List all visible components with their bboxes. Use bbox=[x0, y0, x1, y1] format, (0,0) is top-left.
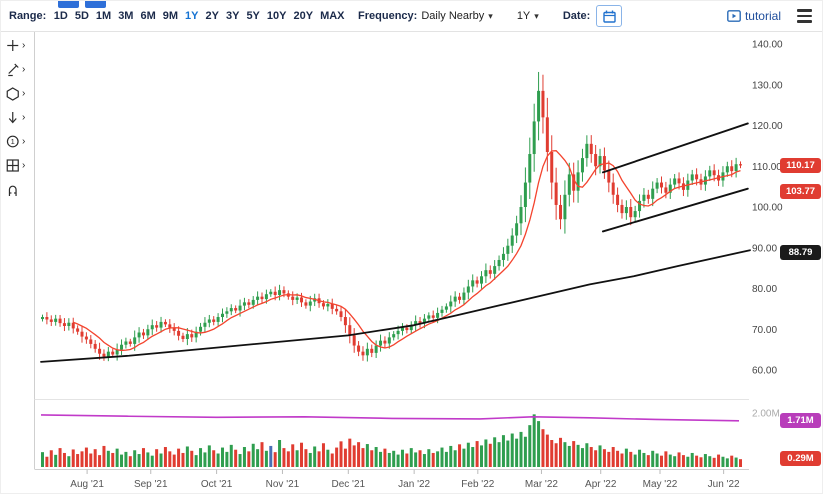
drawing-tools-rail: › › › › 1 › › bbox=[1, 39, 38, 197]
price-tick-label: 120.00 bbox=[752, 121, 783, 132]
magnet-icon bbox=[8, 185, 17, 196]
range-button-2y[interactable]: 2Y bbox=[205, 10, 219, 22]
grid-icon bbox=[6, 159, 19, 172]
range-button-1d[interactable]: 1D bbox=[53, 10, 68, 22]
price-tick-label: 60.00 bbox=[752, 366, 777, 377]
range-button-9m[interactable]: 9M bbox=[162, 10, 179, 22]
volume-ma-value-badge: 1.71M bbox=[780, 412, 821, 428]
draw-icon bbox=[8, 63, 19, 77]
chevron-down-icon[interactable]: ▾ bbox=[488, 10, 493, 21]
tutorial-icon bbox=[727, 10, 741, 22]
month-label: Jan '22 bbox=[398, 479, 430, 490]
menu-button[interactable] bbox=[797, 9, 812, 23]
month-label: Dec '21 bbox=[332, 479, 366, 490]
date-label: Date: bbox=[562, 10, 591, 22]
tutorial-button[interactable]: tutorial bbox=[727, 9, 781, 23]
hamburger-icon bbox=[797, 9, 812, 12]
calendar-button[interactable] bbox=[596, 5, 623, 27]
price-tick-label: 110.00 bbox=[752, 162, 782, 173]
crosshair-tool[interactable]: › bbox=[6, 39, 25, 53]
chevron-right-icon: › bbox=[22, 40, 26, 51]
crosshair-icon bbox=[7, 40, 19, 51]
month-label: Feb '22 bbox=[461, 479, 494, 490]
frequency-label: Frequency: bbox=[358, 10, 418, 22]
month-label: Oct '21 bbox=[201, 479, 233, 490]
shapes-icon bbox=[6, 87, 19, 101]
month-label: Apr '22 bbox=[585, 479, 617, 490]
frequency-dropdown[interactable]: Daily Nearby bbox=[421, 10, 485, 22]
range-list: 1D 5D 1M 3M 6M 9M 1Y 2Y 3Y 5Y 10Y 20Y MAX bbox=[50, 10, 348, 22]
magnet-tool[interactable] bbox=[6, 183, 20, 197]
chevron-right-icon: › bbox=[22, 88, 26, 99]
long-ma-value-badge: 88.79 bbox=[780, 244, 821, 260]
arrow-down-tool[interactable]: › bbox=[6, 111, 25, 125]
chevron-right-icon: › bbox=[22, 112, 26, 123]
numbered-note-icon: 1 bbox=[6, 135, 19, 148]
month-label: Mar '22 bbox=[525, 479, 558, 490]
last-price-badge: 110.17 bbox=[780, 157, 821, 173]
price-tick-label: 140.00 bbox=[752, 40, 783, 51]
range-button-max[interactable]: MAX bbox=[320, 10, 345, 22]
svg-text:1: 1 bbox=[11, 137, 15, 146]
range-button-6m[interactable]: 6M bbox=[140, 10, 156, 22]
chevron-right-icon: › bbox=[22, 160, 26, 171]
short-ma-value-badge: 103.77 bbox=[780, 183, 821, 199]
numbered-note-tool[interactable]: 1 › bbox=[6, 135, 25, 149]
chart-toolbar: Range: 1D 5D 1M 3M 6M 9M 1Y 2Y 3Y 5Y 10Y 20Y MAX Fre… bbox=[1, 1, 822, 32]
range-button-3m[interactable]: 3M bbox=[118, 10, 134, 22]
price-tick-label: 90.00 bbox=[752, 243, 777, 254]
chevron-right-icon: › bbox=[22, 64, 26, 75]
month-label: Sep '21 bbox=[134, 479, 168, 490]
price-chart-canvas[interactable]: 140.00 130.00 120.00 110.00 100.00 90.00 80.00… bbox=[1, 31, 823, 494]
clipped-toolbar-button[interactable] bbox=[85, 1, 106, 8]
clipped-toolbar-button[interactable] bbox=[58, 1, 79, 8]
range-label: Range: bbox=[9, 10, 47, 22]
price-tick-label: 70.00 bbox=[752, 325, 777, 336]
last-volume-badge: 0.29M bbox=[780, 451, 821, 467]
month-label: Jun '22 bbox=[708, 479, 740, 490]
range-button-20y[interactable]: 20Y bbox=[293, 10, 314, 22]
arrow-down-icon bbox=[8, 112, 17, 124]
range-button-5y[interactable]: 5Y bbox=[246, 10, 260, 22]
range-button-1m[interactable]: 1M bbox=[95, 10, 112, 22]
shapes-tool[interactable]: › bbox=[6, 87, 25, 101]
month-label: Aug '21 bbox=[70, 479, 104, 490]
range-button-5d[interactable]: 5D bbox=[74, 10, 89, 22]
range-button-10y[interactable]: 10Y bbox=[266, 10, 287, 22]
price-tick-label: 80.00 bbox=[752, 284, 777, 295]
month-label: Nov '21 bbox=[266, 479, 300, 490]
month-label: May '22 bbox=[643, 479, 678, 490]
chevron-right-icon: › bbox=[22, 136, 26, 147]
tutorial-label: tutorial bbox=[744, 9, 781, 23]
price-tick-label: 130.00 bbox=[752, 80, 783, 91]
price-tick-label: 100.00 bbox=[752, 203, 783, 214]
period-dropdown[interactable]: 1Y bbox=[516, 10, 531, 22]
range-button-3y[interactable]: 3Y bbox=[225, 10, 240, 22]
volume-tick-label: 2.00M bbox=[752, 409, 780, 420]
calendar-icon bbox=[603, 10, 616, 23]
range-button-1y[interactable]: 1Y bbox=[185, 10, 199, 22]
chevron-down-icon[interactable]: ▾ bbox=[534, 10, 539, 21]
draw-tool[interactable]: › bbox=[6, 63, 25, 77]
grid-tool[interactable]: › bbox=[6, 159, 25, 173]
